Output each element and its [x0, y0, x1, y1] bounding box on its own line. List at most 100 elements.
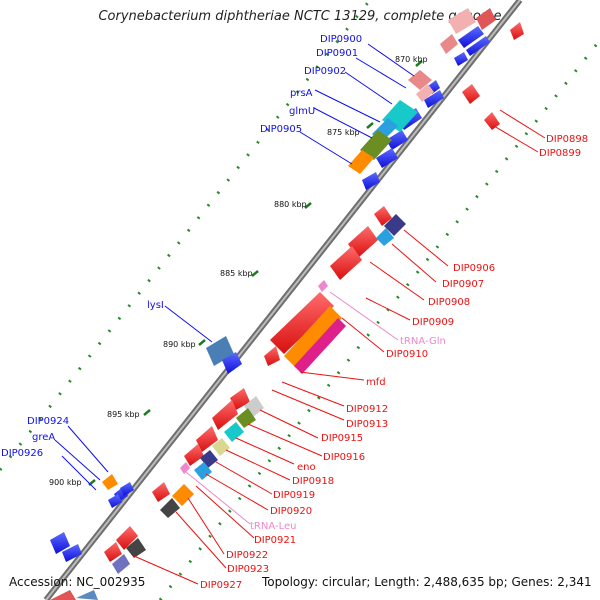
gene-label[interactable]: DIP0927	[200, 580, 242, 591]
topology-text: Topology: circular; Length: 2,488,635 bp…	[262, 575, 592, 589]
gene-label[interactable]: DIP0922	[226, 550, 268, 561]
gene-feature	[510, 22, 524, 40]
gene-label[interactable]: eno	[297, 462, 316, 473]
genome-backbone	[43, 0, 523, 600]
gene-label[interactable]: DIP0906	[453, 263, 495, 274]
gene-label[interactable]: prsA	[290, 88, 313, 99]
gene-feature	[224, 422, 244, 442]
tick-labels: 870 kbp 875 kbp 880 kbp 885 kbp 890 kbp …	[49, 55, 428, 487]
gene-label[interactable]: mfd	[366, 377, 386, 388]
gene-label[interactable]: DIP0921	[254, 535, 296, 546]
gene-feature	[196, 426, 218, 452]
gene-feature	[424, 90, 444, 108]
gene-label[interactable]: DIP0899	[539, 148, 581, 159]
gene-labels-right: DIP0898 DIP0899 DIP0906 DIP0907 DIP0908 …	[200, 134, 588, 591]
gene-mfd	[270, 292, 334, 354]
tick-label: 875 kbp	[327, 128, 360, 137]
gene-feature	[374, 206, 392, 226]
gene-feature	[454, 52, 468, 66]
gene-feature	[172, 484, 194, 506]
gene-label[interactable]: DIP0900	[320, 34, 362, 45]
gene-feature	[484, 112, 500, 130]
gene-feature	[112, 554, 130, 574]
gene-label[interactable]: greA	[32, 432, 55, 443]
gene-label[interactable]: DIP0910	[386, 349, 428, 360]
gene-label[interactable]: DIP0912	[346, 404, 388, 415]
tick-label: 890 kbp	[163, 340, 196, 349]
gene-label[interactable]: DIP0918	[292, 476, 334, 487]
gene-feature	[126, 538, 146, 558]
gene-label[interactable]: DIP0916	[323, 452, 365, 463]
gene-label[interactable]: DIP0923	[227, 564, 269, 575]
gene-feature	[160, 498, 180, 518]
gene-feature	[408, 70, 432, 90]
forward-strand-genes	[50, 26, 490, 562]
gene-labels-left: DIP0900 DIP0901 DIP0902 prsA glmU DIP090…	[1, 34, 362, 459]
tick-label: 900 kbp	[49, 478, 82, 487]
gene-feature	[448, 8, 476, 34]
gene-feature	[116, 526, 138, 550]
gene-feature	[184, 444, 204, 466]
accession-text: Accession: NC_002935	[9, 575, 146, 589]
tick-label: 880 kbp	[274, 200, 307, 209]
gene-label[interactable]: DIP0919	[273, 490, 315, 501]
gene-label[interactable]: lysI	[147, 300, 164, 311]
gene-feature	[348, 226, 378, 258]
gene-label[interactable]: DIP0908	[428, 297, 470, 308]
gene-feature	[50, 532, 70, 554]
gene-feature	[376, 228, 394, 246]
gene-label[interactable]: DIP0898	[546, 134, 588, 145]
gene-label[interactable]: DIP0902	[304, 66, 346, 77]
gene-label[interactable]: DIP0920	[270, 506, 312, 517]
gene-feature	[50, 590, 76, 600]
gene-label[interactable]: DIP0913	[346, 419, 388, 430]
gene-feature	[416, 84, 434, 102]
gene-feature	[104, 542, 122, 562]
gene-DIP0910	[284, 306, 342, 368]
gene-feature	[152, 482, 170, 502]
tick-label: 870 kbp	[395, 55, 428, 64]
tick-label: 895 kbp	[107, 410, 140, 419]
gene-feature	[294, 318, 346, 374]
trna-leu	[180, 462, 190, 474]
gene-feature	[476, 8, 496, 30]
gene-label[interactable]: glmU	[289, 106, 315, 117]
gene-label[interactable]: DIP0901	[316, 48, 358, 59]
gene-feature	[330, 246, 362, 280]
gene-label[interactable]: DIP0926	[1, 448, 43, 459]
gene-feature	[362, 172, 380, 190]
gene-feature	[108, 494, 122, 508]
cog-colored-genes-right	[50, 8, 496, 600]
gene-label[interactable]: DIP0909	[412, 317, 454, 328]
gene-lysI	[206, 336, 234, 366]
cog-colored-genes-left	[102, 34, 458, 490]
gene-feature	[212, 400, 238, 430]
gene-feature	[212, 438, 230, 456]
reverse-strand-genes	[104, 22, 524, 562]
gene-feature	[458, 26, 484, 48]
gene-label[interactable]: DIP0905	[260, 124, 302, 135]
gene-feature	[386, 130, 408, 150]
gene-feature	[120, 482, 134, 496]
gene-label[interactable]: DIP0924	[27, 416, 69, 427]
trna-gln	[318, 280, 328, 292]
gene-label[interactable]: DIP0907	[442, 279, 484, 290]
gene-feature	[194, 462, 212, 480]
trna-label[interactable]: tRNA-Leu	[250, 521, 296, 532]
gene-feature	[62, 544, 82, 562]
tick-label: 885 kbp	[220, 269, 253, 278]
gene-feature	[264, 346, 280, 366]
gene-feature	[236, 408, 256, 428]
gene-feature	[230, 388, 250, 410]
gene-feature	[440, 34, 458, 54]
gene-feature	[466, 36, 490, 56]
leader-lines	[54, 43, 546, 585]
gene-feature	[222, 352, 242, 374]
gene-glmU	[360, 130, 392, 160]
gene-label[interactable]: DIP0915	[321, 433, 363, 444]
gene-feature	[462, 84, 480, 104]
trna-label[interactable]: tRNA-Gln	[400, 336, 446, 347]
